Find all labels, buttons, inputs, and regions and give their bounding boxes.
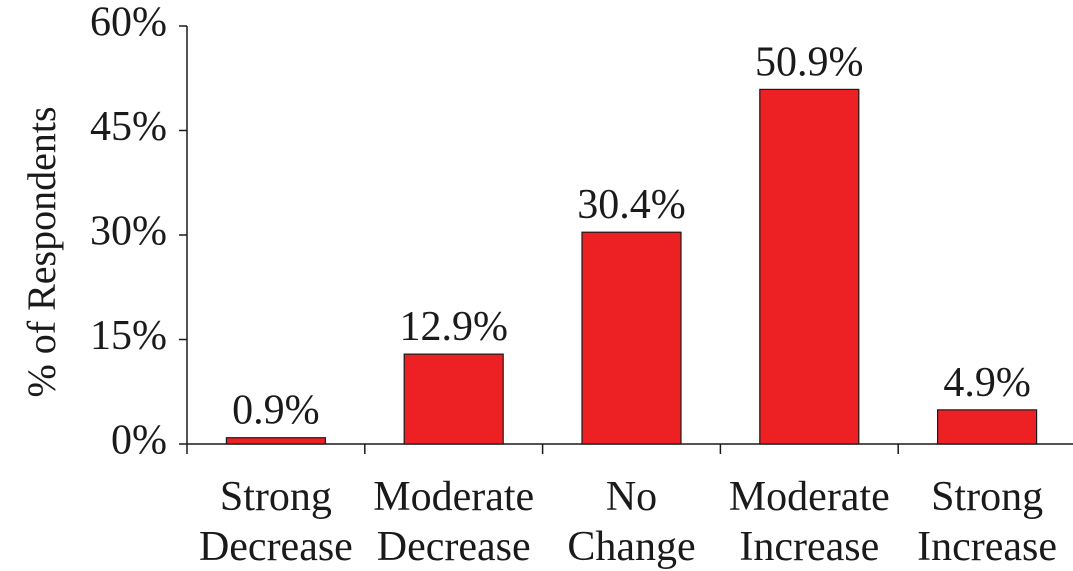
category-label: No bbox=[606, 474, 657, 520]
y-tick-label: 45% bbox=[90, 104, 167, 150]
bar-value-label: 30.4% bbox=[577, 182, 686, 228]
bars-group bbox=[225, 88, 1038, 445]
y-axis: 0% 15% 30% 45% 60% bbox=[90, 0, 188, 464]
y-tick-label: 0% bbox=[111, 418, 167, 464]
bar bbox=[936, 409, 1038, 445]
y-tick-label: 60% bbox=[90, 0, 167, 46]
bar-value-label: 50.9% bbox=[755, 39, 864, 85]
bar-value-label: 4.9% bbox=[943, 360, 1031, 406]
bar bbox=[759, 88, 860, 445]
category-label: Moderate bbox=[373, 474, 534, 520]
bar-value-label: 0.9% bbox=[232, 388, 320, 434]
bar-labels-group: 0.9% 12.9% 30.4% 50.9% 4.9% bbox=[232, 39, 1031, 433]
category-label: Increase bbox=[739, 524, 879, 570]
category-label: Increase bbox=[917, 524, 1057, 570]
category-label: Change bbox=[567, 524, 695, 570]
bar bbox=[403, 353, 504, 445]
category-label: Decrease bbox=[199, 524, 353, 570]
category-label: Decrease bbox=[377, 524, 531, 570]
x-axis bbox=[186, 443, 1073, 454]
y-tick-label: 30% bbox=[90, 209, 167, 255]
category-label: Strong bbox=[220, 474, 332, 520]
bar bbox=[581, 231, 682, 445]
bar-value-label: 12.9% bbox=[399, 304, 508, 350]
category-label: Moderate bbox=[729, 474, 890, 520]
y-tick-label: 15% bbox=[90, 313, 167, 359]
category-label: Strong bbox=[931, 474, 1043, 520]
bar bbox=[225, 437, 326, 445]
y-axis-title: % of Respondents bbox=[19, 106, 64, 397]
category-labels-group: StrongDecreaseModerateDecreaseNoChangeMo… bbox=[199, 474, 1057, 570]
